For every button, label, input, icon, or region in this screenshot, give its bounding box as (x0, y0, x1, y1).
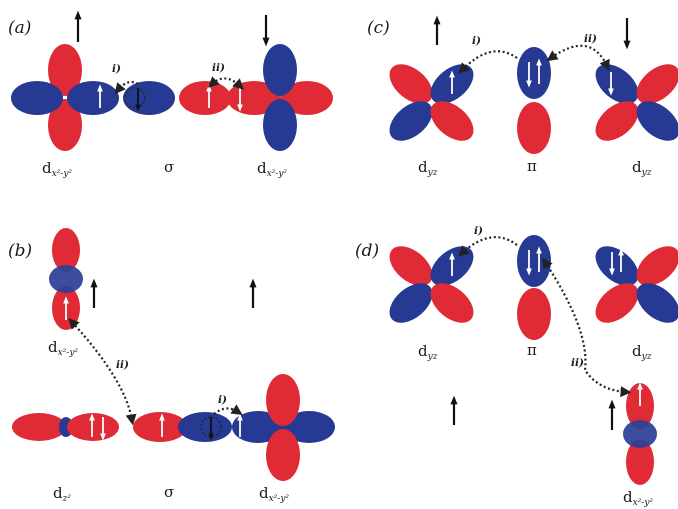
panel-d-left-dyz-orbital (389, 246, 474, 323)
panel-b: (b) dx²-y² (8, 228, 335, 504)
panel-b-dz2-orbital (12, 413, 119, 441)
orbital-label-sigma: σ (164, 483, 174, 501)
panel-a-sigma-bond (123, 81, 231, 115)
panel-b-right-dx2y2-orbital (232, 374, 335, 481)
transfer-arrow-ii (541, 257, 632, 398)
orbital-label-sigma: σ (164, 158, 174, 176)
orbital-label-dx2y2: dx²-y² (48, 338, 78, 358)
panel-d-label: (d) (355, 241, 379, 261)
orbital-label-dyz: dyz (632, 342, 652, 362)
orbital-label-dx2y2: dx²-y² (623, 488, 653, 508)
panel-c-label: (c) (367, 18, 390, 38)
orbital-label-dyz: dyz (418, 158, 438, 178)
transfer-arrow-i (114, 80, 139, 95)
step-i-label: i) (474, 225, 483, 237)
transfer-arrow-ii (546, 44, 610, 71)
panel-a-left-dx2y2-orbital (11, 44, 119, 151)
panel-c: (c) i) ii) dyz (367, 15, 678, 178)
step-ii-label: ii) (116, 359, 129, 371)
orbital-label-dyz: dyz (632, 158, 652, 178)
orbital-label-pi: π (527, 341, 537, 359)
orbital-label-dx2y2: dx²-y² (257, 159, 287, 179)
transfer-arrow-i (457, 236, 518, 257)
panel-b-sigma-bond (133, 412, 232, 442)
orbital-label-pi: π (527, 157, 537, 175)
step-i-label: i) (472, 35, 481, 47)
orbital-label-dx2y2: dx²-y² (259, 484, 289, 504)
step-ii-label: ii) (212, 62, 225, 74)
orbital-label-dyz: dyz (418, 342, 438, 362)
panel-d-pi-orbital (517, 235, 551, 340)
transfer-arrow-i (213, 404, 243, 416)
panel-c-right-dyz-orbital (595, 64, 678, 141)
panel-a-label: (a) (8, 18, 31, 38)
panel-d-right-dyz-orbital (595, 246, 678, 323)
orbital-label-dz2: dz² (53, 484, 71, 504)
transfer-arrow-i (458, 50, 518, 74)
transfer-arrow-ii (207, 76, 245, 90)
transfer-arrow-ii (68, 317, 137, 426)
panel-b-label: (b) (8, 241, 32, 261)
panel-c-left-dyz-orbital (389, 64, 474, 141)
panel-a-right-dx2y2-orbital (227, 44, 333, 151)
step-ii-label: ii) (584, 33, 597, 45)
step-ii-label: ii) (571, 357, 584, 369)
panel-d-bottom-dx2y2-orbital (623, 382, 657, 485)
panel-b-top-dx2y2-orbital (49, 228, 83, 330)
step-i-label: i) (218, 394, 227, 406)
panel-c-pi-orbital (517, 47, 551, 154)
panel-a: (a) i) ii) (8, 10, 333, 179)
panel-d: (d) (355, 225, 678, 508)
step-i-label: i) (112, 63, 121, 75)
orbital-label-dx2y2: dx²-y² (42, 159, 72, 179)
